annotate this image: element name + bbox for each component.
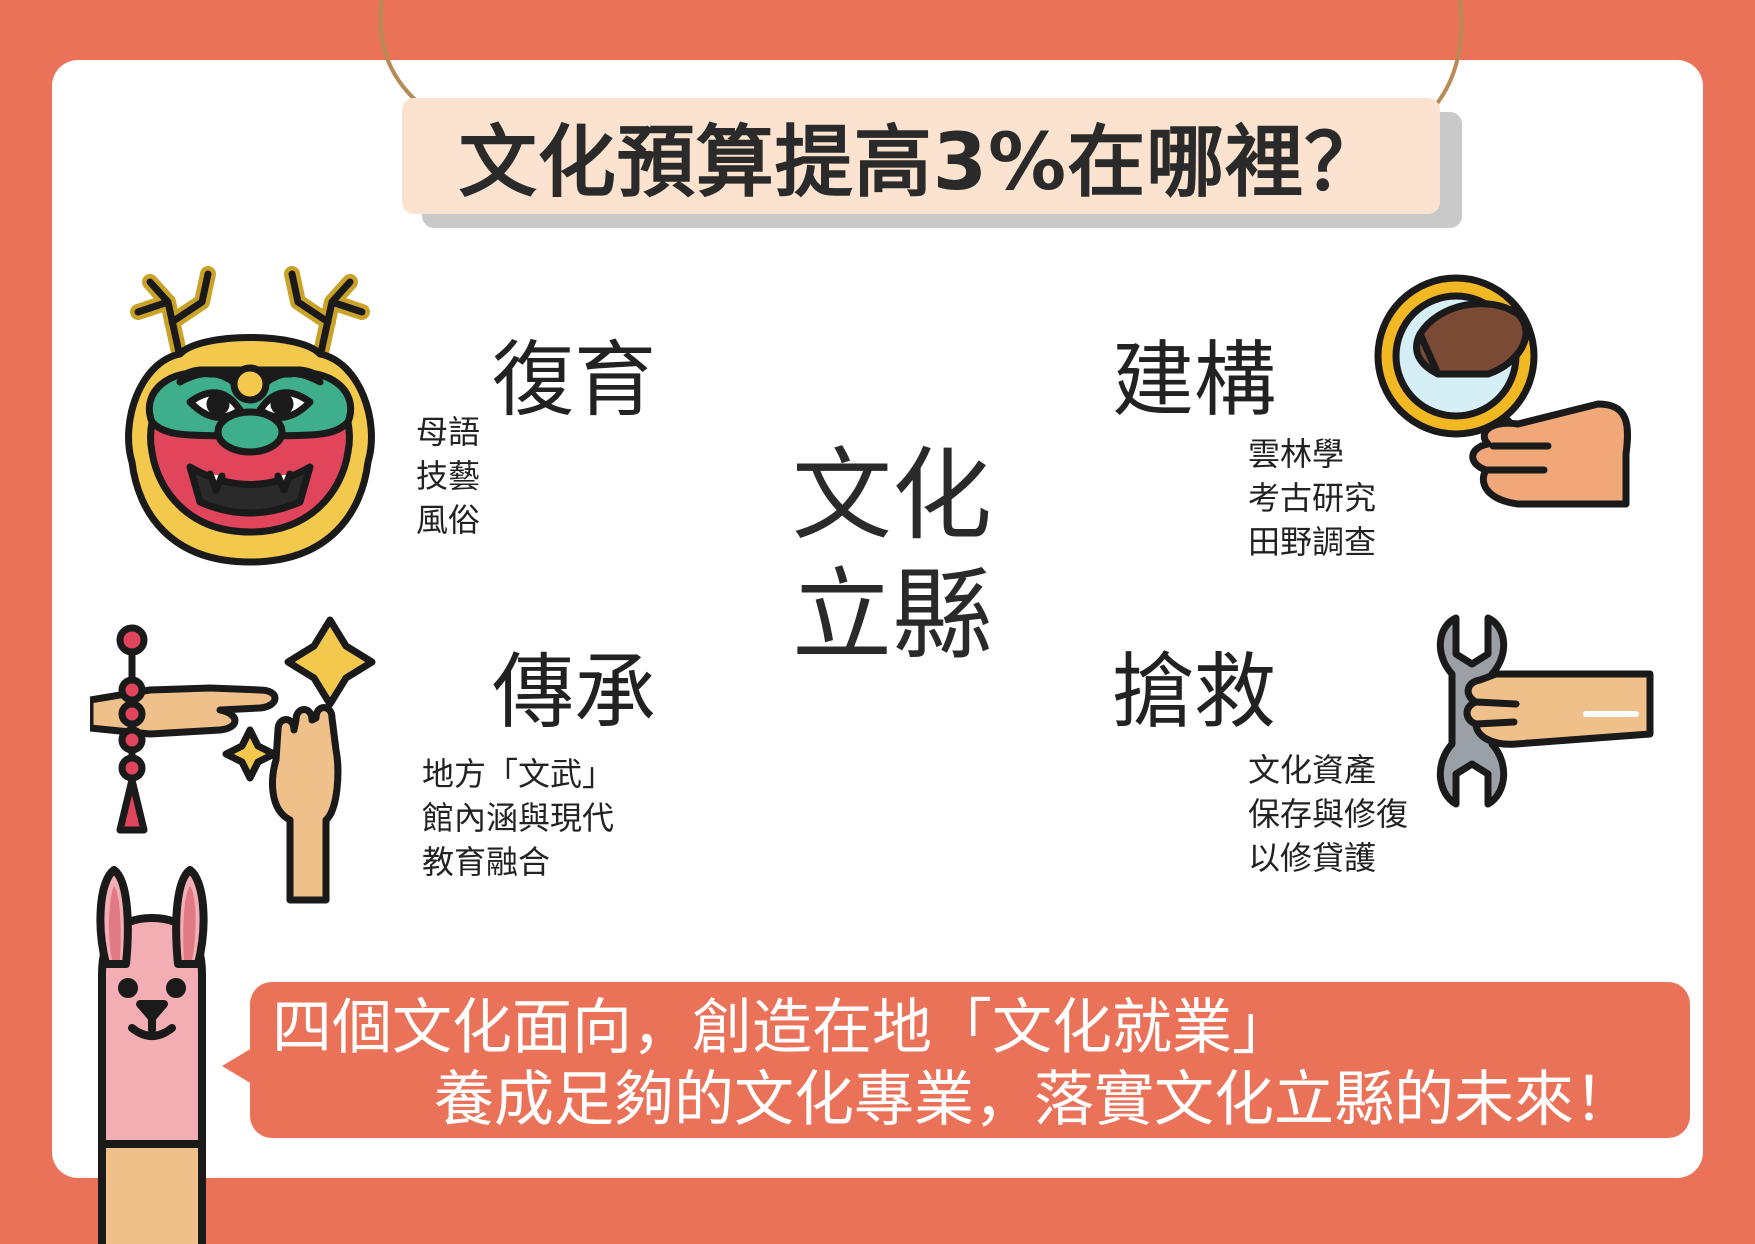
dragon-mask-icon [125, 266, 375, 566]
list-item: 考古研究 [1248, 479, 1377, 517]
list-item: 保存與修復 [1248, 795, 1409, 833]
list-item: 雲林學 [1248, 435, 1345, 473]
list-rescue: 文化資產 保存與修復 以修貸護 [1248, 748, 1408, 880]
list-item: 母語 [416, 413, 481, 451]
banner-line-1: 四個文化面向，創造在地「文化就業」 [272, 993, 1292, 1063]
center-label: 文化 立縣 [772, 436, 1012, 676]
list-item: 地方「文武」 [422, 755, 615, 793]
list-item: 教育融合 [422, 843, 551, 881]
title-banner: 文化預算提高3%在哪裡？ [402, 98, 1440, 214]
list-item: 館內涵與現代 [422, 799, 615, 837]
magnifier-stone-icon [1374, 274, 1632, 508]
banner-line-2: 養成足夠的文化專業，落實文化立縣的未來！ [434, 1065, 1634, 1135]
center-line-2: 立縣 [792, 557, 992, 674]
list-item: 以修貸護 [1248, 839, 1377, 877]
list-restore: 母語 技藝 風俗 [416, 410, 480, 542]
llama-mascot-icon [96, 866, 208, 1244]
wrench-hand-icon [1436, 614, 1654, 808]
list-build: 雲林學 考古研究 田野調查 [1248, 432, 1376, 564]
heading-inherit: 傳承 [492, 645, 657, 740]
list-item: 風俗 [416, 501, 481, 539]
bubble-tail [222, 1048, 252, 1084]
center-line-1: 文化 [792, 437, 992, 554]
heading-build: 建構 [1112, 333, 1277, 428]
page-title: 文化預算提高3%在哪裡？ [458, 118, 1384, 208]
message-bubble [250, 982, 1690, 1138]
list-item: 文化資產 [1248, 751, 1377, 789]
heading-restore: 復育 [492, 333, 657, 428]
list-item: 技藝 [416, 457, 481, 495]
hands-ornament-icon [90, 616, 376, 904]
list-item: 田野調查 [1248, 523, 1377, 561]
list-inherit: 地方「文武」 館內涵與現代 教育融合 [422, 752, 614, 884]
heading-rescue: 搶救 [1112, 645, 1277, 740]
